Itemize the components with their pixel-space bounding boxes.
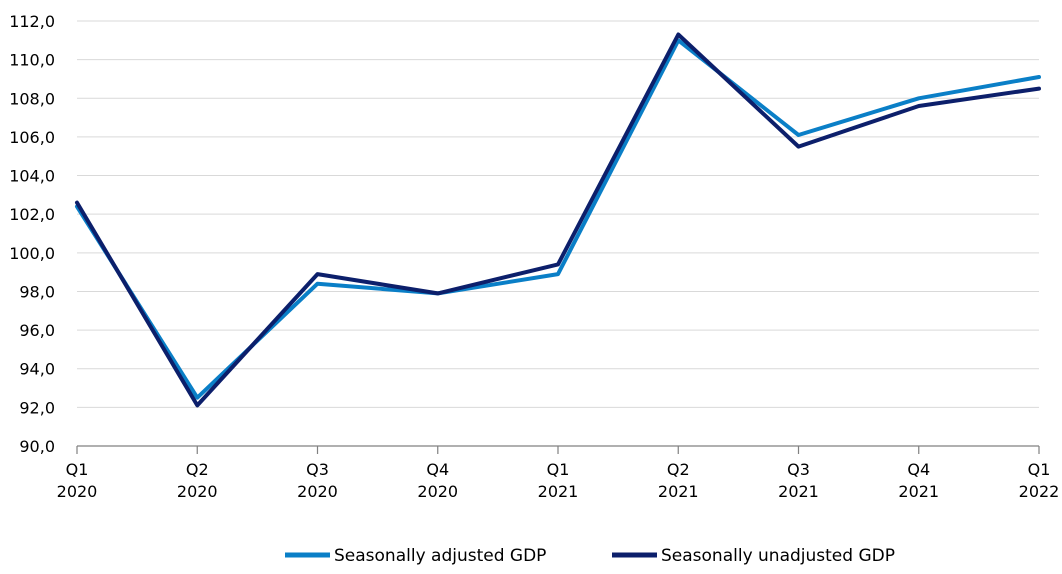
y-tick-label: 94,0 <box>19 360 55 379</box>
legend-label: Seasonally adjusted GDP <box>334 546 546 566</box>
x-tick-label: Q1 2020 <box>57 460 98 501</box>
y-tick-label: 96,0 <box>19 321 55 340</box>
y-tick-label: 108,0 <box>9 89 55 108</box>
x-tick-label: Q4 2021 <box>898 460 939 501</box>
y-tick-label: 104,0 <box>9 167 55 186</box>
x-axis-tick-labels: Q1 2020 Q2 2020 Q3 2020 Q4 2020 Q1 2021 Q2 2021 Q3 20… <box>57 460 1060 501</box>
series-line-unadjusted <box>75 32 1041 408</box>
x-tick-label: Q1 2021 <box>538 460 579 501</box>
y-axis-tick-labels: 90,0 92,0 94,0 96,0 98,0 100,0 102,0 104,0 106,0… <box>9 12 55 456</box>
x-tick-label: Q4 2020 <box>417 460 458 501</box>
x-tick-label: Q2 2020 <box>177 460 218 501</box>
legend-label: Seasonally unadjusted GDP <box>661 546 895 566</box>
y-tick-label: 102,0 <box>9 205 55 224</box>
series-line-adjusted <box>75 38 1041 400</box>
series-lines <box>75 32 1041 408</box>
y-tick-label: 98,0 <box>19 282 55 301</box>
grid-lines <box>77 20 1039 408</box>
x-tick-label: Q1 2022 <box>1019 460 1060 501</box>
y-tick-label: 106,0 <box>9 128 55 147</box>
x-tick-label: Q3 2021 <box>778 460 819 501</box>
x-axis <box>76 445 1040 454</box>
y-tick-label: 92,0 <box>19 398 55 417</box>
legend: Seasonally adjusted GDP Seasonally unadju… <box>285 546 895 566</box>
y-tick-label: 100,0 <box>9 244 55 263</box>
x-tick-label: Q3 2020 <box>297 460 338 501</box>
y-tick-label: 90,0 <box>19 437 55 456</box>
x-tick-label: Q2 2021 <box>658 460 699 501</box>
y-tick-label: 112,0 <box>9 12 55 31</box>
y-tick-label: 110,0 <box>9 51 55 70</box>
